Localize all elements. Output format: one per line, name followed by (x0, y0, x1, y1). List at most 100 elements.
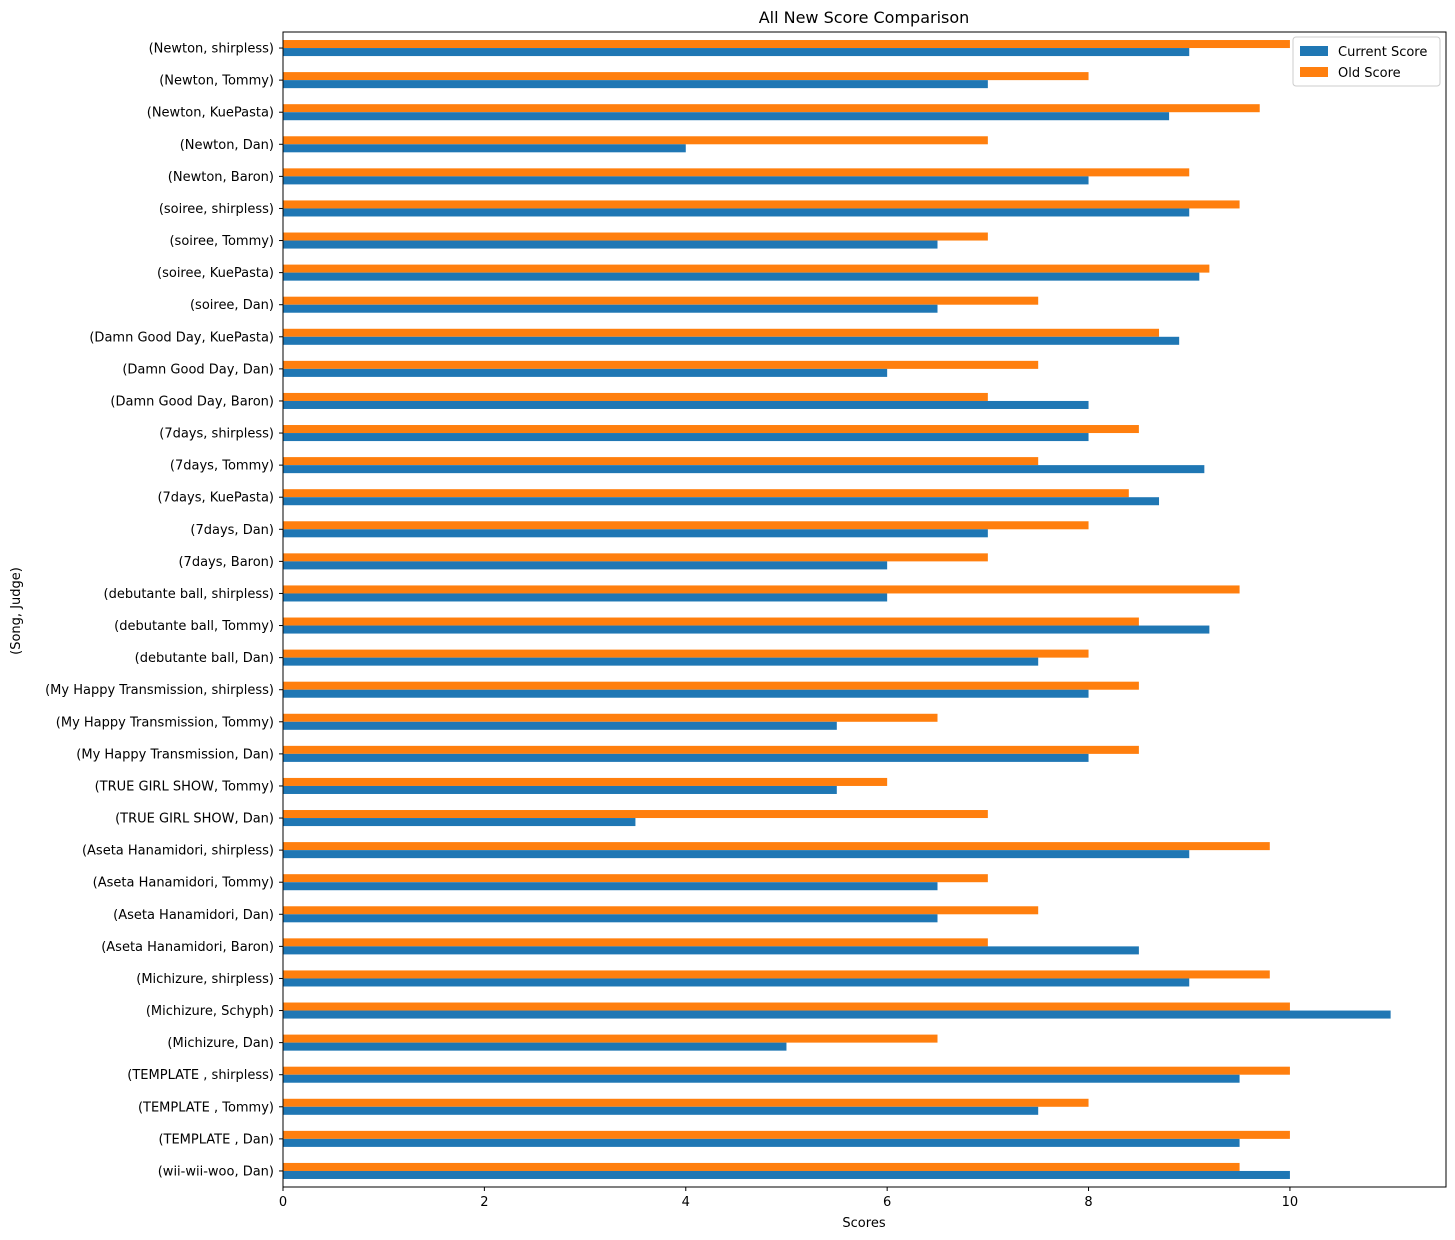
y-tick-label: (Newton, shirpless) (149, 42, 274, 57)
y-tick-label: (Newton, KuePasta) (147, 106, 274, 121)
y-tick-label: (TEMPLATE , shirpless) (127, 1068, 274, 1083)
bar-current-score (283, 368, 888, 377)
bar-current-score (283, 946, 1139, 955)
bar-current-score (283, 1010, 1391, 1019)
x-axis-title: Scores (842, 1216, 885, 1231)
y-tick-label: (Newton, Dan) (180, 138, 274, 153)
bar-old-score (283, 489, 1129, 498)
bar-old-score (283, 360, 1039, 369)
y-tick-label: (TEMPLATE , Dan) (158, 1132, 274, 1147)
y-tick-label: (Aseta Hanamidori, Tommy) (93, 876, 274, 891)
bar-current-score (283, 882, 938, 891)
bar-current-score (283, 625, 1210, 634)
bar-current-score (283, 144, 686, 153)
bar-old-score (283, 104, 1260, 113)
bar-old-score (283, 553, 988, 562)
bar-current-score (283, 689, 1089, 698)
bar-current-score (283, 561, 888, 570)
bar-current-score (283, 272, 1200, 281)
y-tick-label: (debutante ball, shirpless) (104, 587, 275, 602)
bar-current-score (283, 1170, 1290, 1179)
y-tick-label: (debutante ball, Dan) (135, 651, 274, 666)
y-tick-label: (Aseta Hanamidori, shirpless) (82, 844, 274, 859)
x-tick-label: 0 (279, 1195, 287, 1210)
bar-old-score (283, 328, 1160, 337)
bar-current-score (283, 721, 837, 730)
bar-current-score (283, 785, 837, 794)
bar-old-score (283, 1066, 1290, 1075)
y-tick-label: (7days, KuePasta) (157, 491, 274, 506)
bar-old-score (283, 264, 1210, 273)
bar-old-score (283, 40, 1290, 49)
y-tick-label: (Damn Good Day, Dan) (122, 362, 274, 377)
y-tick-label: (7days, Tommy) (170, 459, 274, 474)
bar-old-score (283, 136, 988, 145)
x-tick-label: 6 (883, 1195, 891, 1210)
bar-current-score (283, 914, 938, 923)
y-axis-title: (Song, Judge) (9, 567, 24, 655)
bar-old-score (283, 1034, 938, 1043)
bar-old-score (283, 585, 1240, 594)
bar-current-score (283, 433, 1089, 442)
bar-old-score (283, 392, 988, 401)
y-axis-ticks: (Newton, shirpless) (Newton, Tommy) (Newto… (45, 42, 283, 1179)
y-tick-label: (Michizure, Schyph) (146, 1004, 274, 1019)
bar-old-score (283, 681, 1139, 690)
bar-old-score (283, 296, 1039, 305)
bar-current-score (283, 497, 1160, 506)
legend-box (1292, 36, 1441, 87)
bar-current-score (283, 1106, 1039, 1115)
bar-old-score (283, 938, 988, 947)
bar-old-score (283, 1098, 1089, 1107)
y-tick-label: (7days, Baron) (178, 555, 274, 570)
bar-old-score (283, 745, 1139, 754)
bar-old-score (283, 1002, 1290, 1011)
bar-old-score (283, 777, 888, 786)
bar-old-score (283, 713, 938, 722)
bar-current-score (283, 400, 1089, 409)
bar-old-score (283, 617, 1139, 626)
bar-current-score (283, 1074, 1240, 1083)
bar-current-score (283, 112, 1170, 121)
bar-current-score (283, 48, 1190, 57)
bar-current-score (283, 176, 1089, 185)
y-tick-label: (wii-wii-woo, Dan) (158, 1164, 274, 1179)
plot-area (282, 31, 1447, 1188)
bar-old-score (283, 906, 1039, 915)
y-tick-label: (Aseta Hanamidori, Dan) (113, 908, 274, 923)
bar-current-score (283, 593, 888, 602)
bar-old-score (283, 874, 988, 883)
bar-current-score (283, 818, 636, 827)
y-tick-label: (soiree, Tommy) (169, 234, 274, 249)
bar-old-score (283, 168, 1190, 177)
x-axis-ticks: 0 2 4 6 8 10 (279, 1187, 1298, 1210)
chart-title: All New Score Comparison (759, 8, 970, 27)
bar-old-score (283, 232, 988, 241)
bar-current-score (283, 240, 938, 249)
bar-current-score (283, 208, 1190, 217)
bar-current-score (283, 1138, 1240, 1147)
bar-current-score (283, 529, 988, 538)
bar-old-score (283, 810, 988, 819)
legend-label: Current Score (1338, 45, 1427, 60)
y-tick-label: (soiree, Dan) (190, 298, 274, 313)
legend-swatch (1300, 46, 1328, 56)
x-tick-label: 10 (1282, 1195, 1299, 1210)
bar-old-score (283, 72, 1089, 81)
y-tick-label: (My Happy Transmission, Dan) (76, 747, 274, 762)
y-tick-label: (soiree, KuePasta) (157, 266, 274, 281)
bar-old-score (283, 200, 1240, 209)
y-tick-label: (debutante ball, Tommy) (114, 619, 274, 634)
y-tick-label: (7days, shirpless) (159, 427, 274, 442)
y-tick-label: (My Happy Transmission, shirpless) (45, 683, 274, 698)
x-tick-label: 4 (682, 1195, 690, 1210)
bar-current-score (283, 753, 1089, 762)
y-tick-label: (Newton, Baron) (168, 170, 274, 185)
y-tick-label: (Damn Good Day, Baron) (110, 394, 274, 409)
bar-current-score (283, 336, 1180, 345)
bar-current-score (283, 80, 988, 89)
y-tick-label: (Aseta Hanamidori, Baron) (101, 940, 274, 955)
legend-label: Old Score (1338, 66, 1401, 81)
legend-swatch (1300, 67, 1328, 77)
